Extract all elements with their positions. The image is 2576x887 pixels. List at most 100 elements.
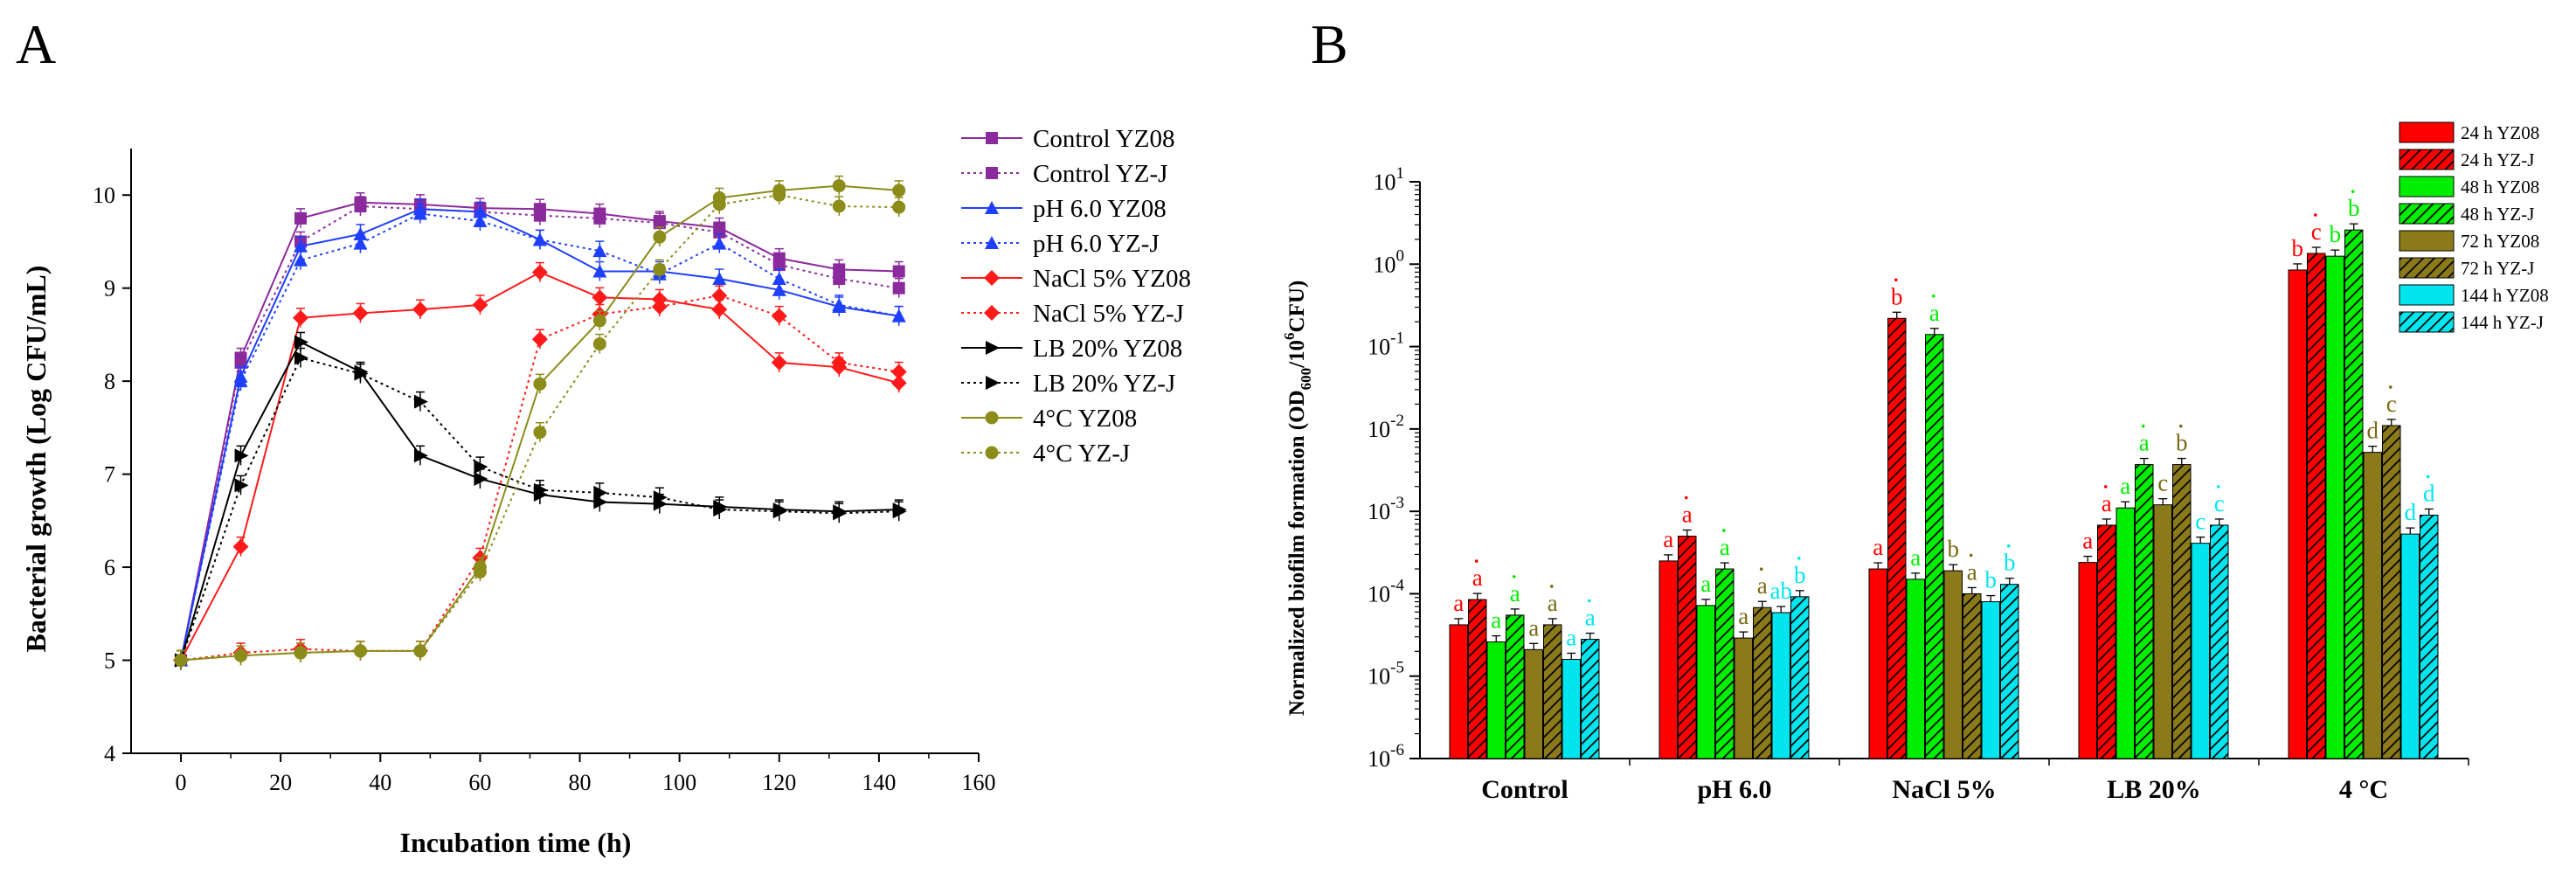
- growth-y-tick-label: 4: [104, 741, 115, 766]
- biofilm-sig-letter: b: [1891, 283, 1903, 309]
- growth-point: [354, 200, 367, 213]
- biofilm-y-tick-base: 10: [1374, 252, 1396, 277]
- biofilm-sig-dot: [1759, 567, 1763, 572]
- growth-y-tick-label: 10: [93, 183, 115, 208]
- growth-point: [531, 331, 548, 348]
- biofilm-bar: [2153, 504, 2172, 759]
- biofilm-sig-dot: [1684, 495, 1688, 500]
- growth-legend-marker: [985, 201, 999, 214]
- growth-point: [592, 289, 608, 306]
- growth-legend-marker: [984, 305, 1000, 321]
- biofilm-legend-label: 72 h YZ08: [2461, 231, 2539, 252]
- biofilm-sig-letter: a: [1738, 603, 1748, 629]
- growth-point: [473, 565, 487, 579]
- biofilm-bar: [1696, 605, 1715, 759]
- y-title-mid: /10: [1285, 340, 1309, 369]
- biofilm-sig-letter: d: [2405, 499, 2417, 525]
- biofilm-sig-letter: d: [2423, 480, 2435, 506]
- biofilm-bar: [2172, 464, 2192, 759]
- growth-point: [472, 296, 488, 313]
- biofilm-sig-letter: b: [1794, 562, 1806, 588]
- biofilm-sig-letter: a: [1720, 534, 1730, 560]
- biofilm-bar: [2288, 269, 2307, 759]
- biofilm-bar: [1581, 639, 1600, 759]
- biofilm-legend-label: 48 h YZ08: [2461, 177, 2539, 197]
- biofilm-sig-letter: a: [1472, 565, 1483, 591]
- biofilm-bar: [1658, 560, 1678, 759]
- growth-x-tick-label: 80: [569, 770, 592, 795]
- biofilm-bar: [2400, 533, 2420, 759]
- growth-series-4: [173, 261, 907, 670]
- growth-point: [354, 366, 369, 381]
- biofilm-legend-label: 144 h YZ-J: [2461, 312, 2544, 333]
- biofilm-bar: [1468, 599, 1487, 759]
- biofilm-bar: [2325, 255, 2344, 759]
- biofilm-y-tick-base: 10: [1368, 746, 1390, 772]
- growth-point: [831, 354, 848, 371]
- biofilm-sig-letter: a: [1528, 614, 1539, 641]
- biofilm-category-label: Control: [1481, 775, 1568, 804]
- growth-legend-marker: [986, 132, 998, 144]
- biofilm-legend-swatch: [2399, 284, 2455, 306]
- biofilm-y-tick-label: 10-6: [1368, 741, 1404, 772]
- biofilm-category-label: 4 °C: [2339, 775, 2388, 804]
- panel-a-letter: A: [16, 13, 56, 75]
- biofilm-sig-letter: c: [2195, 509, 2206, 535]
- growth-x-tick-label: 100: [662, 770, 696, 795]
- growth-point: [713, 502, 728, 517]
- growth-point: [533, 426, 547, 440]
- growth-point: [353, 644, 367, 658]
- biofilm-y-tick-exp: -4: [1390, 576, 1404, 594]
- biofilm-sig-letter: a: [2082, 528, 2093, 554]
- growth-point: [531, 264, 548, 281]
- biofilm-sig-letter: a: [1873, 534, 1883, 560]
- growth-point: [294, 253, 308, 267]
- biofilm-bar: [2210, 524, 2229, 759]
- biofilm-sig-letter: a: [1757, 572, 1768, 599]
- biofilm-sig-dot: [1797, 557, 1801, 560]
- growth-point: [232, 538, 249, 555]
- growth-point: [413, 394, 428, 409]
- biofilm-bar: [2116, 507, 2135, 759]
- growth-point: [294, 350, 308, 365]
- biofilm-y-tick-label: 101: [1374, 164, 1405, 195]
- biofilm-sig-letter: d: [2367, 418, 2379, 444]
- growth-chart: 0 20 40 60 80 100 120 140 160 4 5 6 7 8 9 10: [93, 149, 996, 795]
- biofilm-sig-dot: [2141, 424, 2145, 428]
- biofilm-category-label: LB 20%: [2107, 775, 2201, 804]
- growth-point: [294, 239, 308, 253]
- growth-y-tick-label: 7: [104, 462, 115, 488]
- growth-point: [593, 485, 608, 500]
- biofilm-sig-dot: [2178, 424, 2183, 428]
- growth-point: [711, 288, 728, 304]
- growth-y-axis-title: Bacterial growth (Log CFU/mL): [20, 266, 52, 653]
- biofilm-legend-label: 48 h YZ-J: [2461, 204, 2534, 225]
- growth-point: [353, 236, 368, 250]
- biofilm-bar: [1486, 641, 1506, 759]
- biofilm-sig-letter: a: [1548, 590, 1558, 616]
- growth-legend-marker: [986, 376, 1000, 390]
- growth-point: [234, 356, 247, 369]
- biofilm-y-tick-base: 10: [1368, 417, 1390, 442]
- biofilm-bar: [2135, 464, 2154, 759]
- growth-point: [772, 504, 787, 519]
- growth-point: [771, 354, 787, 371]
- biofilm-legend-label: 72 h YZ-J: [2461, 258, 2534, 279]
- growth-point: [533, 377, 547, 391]
- growth-point: [891, 308, 906, 322]
- growth-point: [412, 206, 427, 220]
- biofilm-bar: [1963, 592, 1982, 759]
- growth-legend-marker: [984, 270, 1000, 286]
- biofilm-sig-dot: [2103, 485, 2108, 489]
- biofilm-sig-letter: a: [1910, 544, 1921, 571]
- growth-legend-label: NaCl 5% YZ08: [1033, 265, 1191, 293]
- growth-point: [533, 482, 548, 497]
- growth-legend-label: 4°C YZ-J: [1033, 440, 1130, 468]
- biofilm-sig-letter: b: [1948, 536, 1960, 562]
- growth-point: [890, 364, 907, 380]
- biofilm-sig-dot: [1894, 278, 1898, 282]
- biofilm-legend-label: 144 h YZ08: [2461, 285, 2549, 306]
- biofilm-bar: [2420, 514, 2439, 759]
- growth-legend-marker: [985, 236, 999, 249]
- growth-point: [592, 337, 606, 351]
